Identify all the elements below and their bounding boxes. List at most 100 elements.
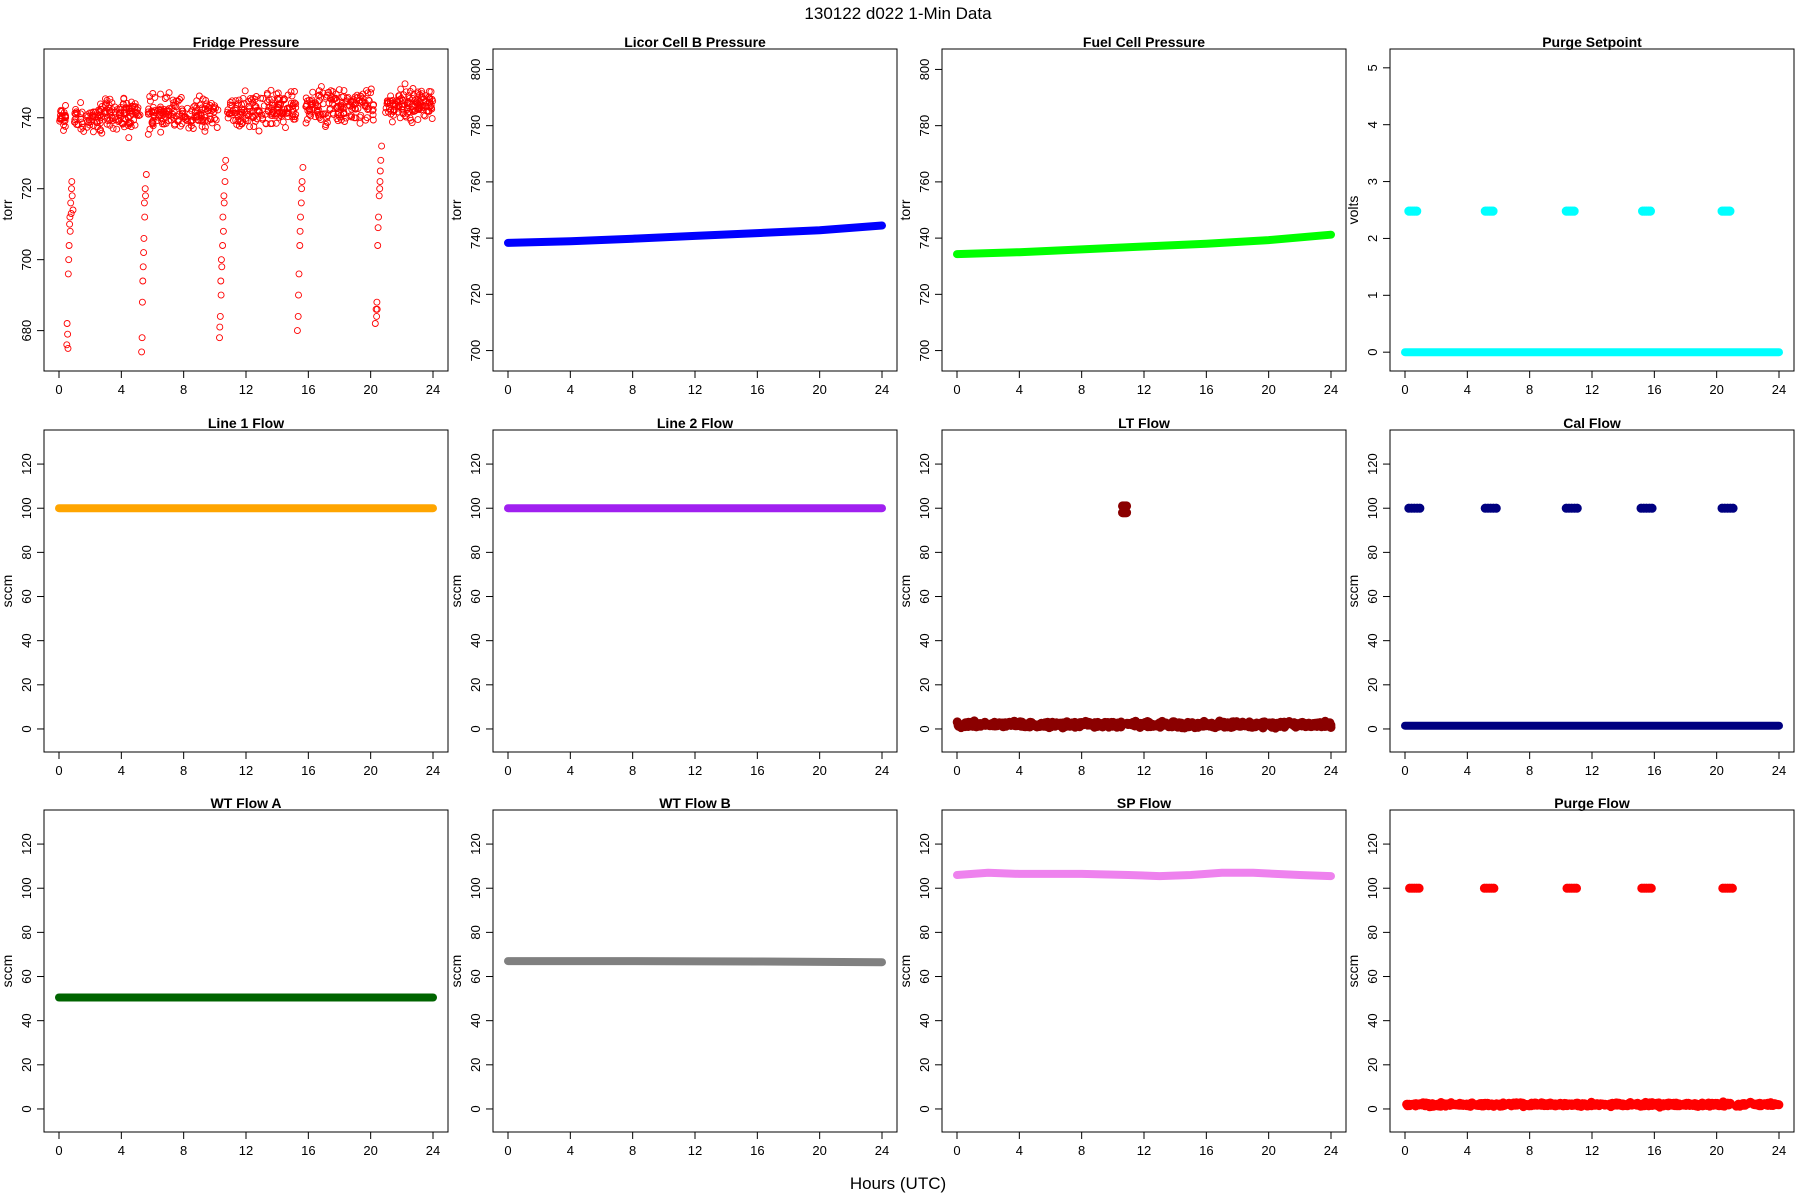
data-point [214,106,222,114]
data-point [337,116,345,124]
data-point [1686,1099,1696,1109]
data-point [149,119,157,127]
x-tick-label: 8 [180,1143,187,1158]
y-tick-label: 760 [468,171,483,193]
y-tick-label: 740 [19,107,34,129]
data-point [255,127,263,135]
figure-title: 130122 d022 1-Min Data [804,4,992,23]
data-point [1116,718,1126,728]
y-tick-label: 3 [1365,178,1380,185]
data-point [236,110,244,118]
data-point [1487,1099,1497,1109]
y-tick-label: 720 [917,283,932,305]
data-point [408,119,416,127]
plot-frame [1389,429,1795,753]
data-point [340,104,348,112]
data-point [425,87,433,95]
data-point [131,121,139,129]
data-point [1728,503,1738,513]
x-tick-label: 0 [55,763,62,778]
data-point [66,220,74,228]
data-point [72,105,80,113]
data-point [221,178,229,186]
x-tick-label: 20 [1261,382,1275,397]
y-axis-label: sccm [897,955,913,988]
x-tick-label: 24 [875,763,889,778]
data-point [217,291,225,299]
y-tick-label: 1 [1365,292,1380,299]
x-tick-label: 20 [812,382,826,397]
chart-title: Cal Flow [1563,415,1621,431]
y-axis-label: torr [897,199,913,220]
chart-panel-5: Line 1 Flow sccm 0 4 8 12 16 20 24 0 20 40 60 80 100 12… [0,415,449,778]
x-tick-label: 4 [118,382,125,397]
x-tick-label: 20 [1709,1143,1723,1158]
y-tick-label: 4 [1365,121,1380,128]
data-point [369,106,377,114]
chart-panel-7: LT Flow sccm 0 4 8 12 16 20 24 0 20 40 60 80 100 120 [897,415,1347,778]
x-tick-label: 20 [363,382,377,397]
plot-frame [941,48,1347,372]
data-point [180,113,188,121]
x-tick-label: 0 [953,763,960,778]
data-point [377,156,385,164]
data-point [202,116,209,124]
data-point [361,102,369,110]
x-tick-label: 16 [750,763,764,778]
y-tick-label: 120 [917,453,932,475]
data-point [114,118,122,126]
data-point [1498,1098,1508,1108]
x-tick-label: 16 [1647,763,1661,778]
y-tick-label: 100 [19,877,34,899]
data-point [278,110,286,118]
x-tick-label: 12 [688,382,702,397]
y-tick-label: 120 [1365,453,1380,475]
data-point [284,91,292,99]
y-axis-label: volts [1345,196,1361,225]
y-axis-label: sccm [0,955,15,988]
data-point [230,117,237,124]
y-tick-label: 5 [1365,64,1380,71]
plot-frame [1389,809,1795,1133]
x-tick-label: 20 [1261,763,1275,778]
x-tick-label: 16 [301,1143,315,1158]
y-tick-label: 20 [468,678,483,692]
data-point [1170,721,1180,731]
chart-title: WT Flow A [210,795,281,811]
data-point [365,105,373,113]
x-tick-label: 24 [426,1143,440,1158]
chart-title: Fuel Cell Pressure [1083,34,1205,50]
chart-panel-2: Licor Cell B Pressure torr 0 4 8 12 16 20 24 700 7… [448,34,898,397]
data-point [140,199,148,207]
data-point [375,192,383,200]
data-point [1735,1101,1745,1111]
x-tick-label: 20 [812,1143,826,1158]
y-tick-label: 120 [917,833,932,855]
y-tick-label: 700 [917,340,932,362]
x-tick-label: 12 [1137,763,1151,778]
y-tick-label: 2 [1365,235,1380,242]
data-point [154,113,162,121]
data-point [101,95,109,103]
x-tick-label: 4 [1016,1143,1023,1158]
data-point [1121,501,1132,511]
data-point [221,163,228,171]
y-tick-label: 60 [1365,589,1380,603]
data-point [185,124,193,132]
data-point [402,88,410,96]
data-point [193,104,200,112]
data-point [404,98,412,106]
x-tick-label: 0 [55,1143,62,1158]
data-point [1571,883,1582,893]
x-tick-label: 4 [567,763,574,778]
data-point [1489,883,1499,893]
x-tick-label: 24 [1772,763,1786,778]
data-point [325,99,333,107]
data-point [418,103,425,111]
data-point [219,242,227,249]
data-point [397,85,405,93]
x-tick-label: 4 [118,1143,125,1158]
data-point [1067,718,1077,728]
x-tick-label: 12 [1137,382,1151,397]
data-point [333,115,341,123]
